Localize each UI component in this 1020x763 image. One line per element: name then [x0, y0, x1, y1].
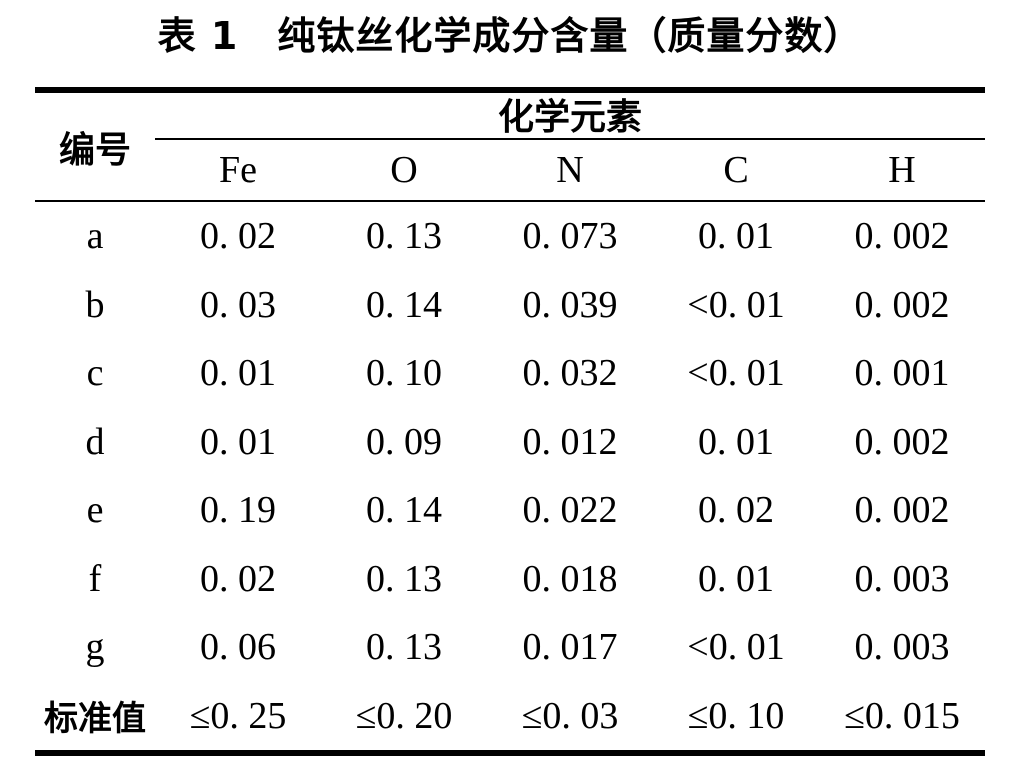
data-table: 编号 化学元素 Fe O N C H a 0. 02 0. 13 0. 073 …	[35, 87, 985, 756]
cell-c: 0. 01	[698, 557, 774, 600]
cell-c: ≤0. 10	[687, 694, 785, 737]
cell-fe: 0. 01	[200, 420, 276, 463]
cell-fe: 0. 01	[200, 352, 276, 395]
header-element-row: Fe O N C H	[155, 140, 985, 200]
cell-o: 0. 09	[366, 420, 442, 463]
cell-n: 0. 032	[522, 352, 618, 395]
cell-o: 0. 13	[366, 626, 442, 669]
cell-n: ≤0. 03	[521, 694, 619, 737]
cell-o: 0. 13	[366, 557, 442, 600]
cell-o: 0. 10	[366, 352, 442, 395]
cell-h: 0. 003	[854, 557, 950, 600]
cell-h: 0. 002	[854, 215, 950, 258]
row-id: f	[88, 557, 102, 600]
cell-fe: 0. 02	[200, 557, 276, 600]
table-row: c 0. 01 0. 10 0. 032 <0. 01 0. 001	[35, 339, 985, 408]
cell-h: 0. 002	[854, 489, 950, 532]
table-row: f 0. 02 0. 13 0. 018 0. 01 0. 003	[35, 545, 985, 614]
cell-fe: 0. 02	[200, 215, 276, 258]
row-id: a	[86, 215, 104, 258]
header-id-label: 编号	[58, 129, 131, 171]
table-body: a 0. 02 0. 13 0. 073 0. 01 0. 002 b 0. 0…	[35, 202, 985, 756]
cell-c: 0. 02	[698, 489, 774, 532]
cell-c: 0. 01	[698, 215, 774, 258]
header-col-o: O	[390, 149, 418, 191]
cell-o: ≤0. 20	[355, 694, 453, 737]
cell-n: 0. 039	[522, 283, 618, 326]
cell-c: <0. 01	[687, 626, 785, 669]
cell-n: 0. 073	[522, 215, 618, 258]
cell-n: 0. 017	[522, 626, 618, 669]
header-col-h: H	[888, 149, 916, 191]
cell-n: 0. 022	[522, 489, 618, 532]
table-row: d 0. 01 0. 09 0. 012 0. 01 0. 002	[35, 408, 985, 477]
cell-h: 0. 001	[854, 352, 950, 395]
table-caption: 表 1 纯钛丝化学成分含量（质量分数）	[157, 14, 863, 58]
header-col-c: C	[723, 149, 749, 191]
cell-c: <0. 01	[687, 352, 785, 395]
table-row: a 0. 02 0. 13 0. 073 0. 01 0. 002	[35, 202, 985, 271]
table-row-standard: 标准值 ≤0. 25 ≤0. 20 ≤0. 03 ≤0. 10 ≤0. 015	[35, 682, 985, 751]
table-row: e 0. 19 0. 14 0. 022 0. 02 0. 002	[35, 476, 985, 545]
cell-n: 0. 012	[522, 420, 618, 463]
cell-n: 0. 018	[522, 557, 618, 600]
table-row: b 0. 03 0. 14 0. 039 <0. 01 0. 002	[35, 271, 985, 340]
cell-fe: ≤0. 25	[189, 694, 287, 737]
row-id: g	[85, 626, 105, 669]
table-row: g 0. 06 0. 13 0. 017 <0. 01 0. 003	[35, 613, 985, 682]
cell-c: 0. 01	[698, 420, 774, 463]
cell-o: 0. 13	[366, 215, 442, 258]
row-id: d	[85, 420, 105, 463]
cell-fe: 0. 03	[200, 283, 276, 326]
row-id: c	[86, 352, 104, 395]
row-id: e	[86, 489, 104, 532]
cell-h: 0. 002	[854, 420, 950, 463]
row-id-standard-value: 标准值	[44, 699, 146, 740]
cell-fe: 0. 19	[200, 489, 276, 532]
cell-h: ≤0. 015	[844, 694, 960, 737]
cell-h: 0. 002	[854, 283, 950, 326]
cell-h: 0. 003	[854, 626, 950, 669]
header-col-fe: Fe	[219, 149, 257, 191]
cell-c: <0. 01	[687, 283, 785, 326]
header-col-n: N	[556, 149, 584, 191]
cell-o: 0. 14	[366, 489, 442, 532]
table-header: 编号 化学元素 Fe O N C H	[35, 87, 985, 202]
header-group: 化学元素 Fe O N C H	[155, 93, 985, 200]
header-group-label: 化学元素	[155, 93, 985, 140]
cell-fe: 0. 06	[200, 626, 276, 669]
cell-o: 0. 14	[366, 283, 442, 326]
row-id: b	[85, 283, 105, 326]
